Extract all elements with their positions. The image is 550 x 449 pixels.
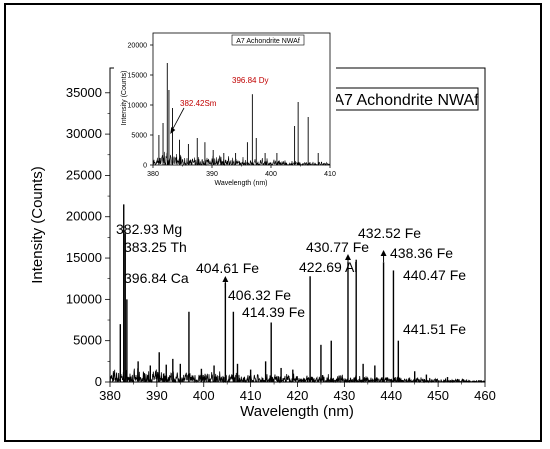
inset-y-tick-label: 0 (143, 163, 147, 170)
inset-arrow (171, 107, 185, 131)
inset-x-ticks: 380 390 400 410 (147, 165, 336, 178)
inset-x-tick-label: 390 (206, 171, 218, 178)
legend-title-box: A7 Achondrite NWAf (333, 87, 479, 111)
main-peaks (119, 204, 449, 382)
inset-y-ticks: 0 5000 10000 15000 20000 (128, 43, 153, 170)
peak-label: 404.61 Fe (196, 260, 259, 276)
inset-x-tick-label: 380 (147, 171, 159, 178)
peak-label: 441.51 Fe (403, 321, 466, 337)
main-x-tick-label: 450 (427, 388, 449, 403)
inset-y-tick-label: 5000 (131, 133, 147, 140)
main-y-tick-label: 0 (95, 374, 102, 389)
peak-label: 383.25 Th (124, 239, 187, 255)
main-x-tick-label: 420 (287, 388, 309, 403)
peak-label: 382.93 Mg (116, 221, 182, 237)
inset-y-tick-label: 15000 (128, 73, 148, 80)
inset-y-tick-label: 10000 (128, 103, 148, 110)
inset-x-axis-title: Wavelength (nm) (214, 180, 267, 187)
main-y-tick-label: 35000 (66, 85, 102, 100)
inset-peaks (158, 63, 319, 165)
inset-title: A7 Achondrite NWAf (236, 38, 300, 45)
y-axis-title: Intensity (Counts) (29, 166, 46, 284)
peak-label: 430.77 Fe (306, 239, 369, 255)
arrow-head (380, 250, 387, 256)
peak-arrows (222, 250, 387, 288)
peak-label: 440.47 Fe (403, 267, 466, 283)
main-x-tick-label: 390 (146, 388, 168, 403)
main-y-tick-label: 25000 (66, 167, 102, 182)
arrow-head (344, 254, 351, 260)
main-x-tick-label: 460 (474, 388, 496, 403)
inset-x-tick-label: 400 (265, 171, 277, 178)
main-y-tick-label: 15000 (66, 250, 102, 265)
inset-annotations: 382.42Sm 396.84 Dy (170, 76, 268, 134)
main-y-tick-label: 30000 (66, 126, 102, 141)
main-y-tick-label: 10000 (66, 291, 102, 306)
main-y-tick-label: 20000 (66, 209, 102, 224)
peak-label: 422.69 Al (299, 259, 357, 275)
peak-label: 438.36 Fe (390, 245, 453, 261)
main-x-tick-label: 410 (240, 388, 262, 403)
inset-title-box: A7 Achondrite NWAf (231, 34, 305, 46)
main-x-tick-label: 430 (334, 388, 356, 403)
main-x-tick-label: 440 (380, 388, 402, 403)
inset-annotation: 396.84 Dy (232, 76, 268, 85)
inset-annotation: 382.42Sm (180, 99, 217, 108)
x-axis-title: Wavelength (nm) (240, 403, 354, 420)
peak-label: 406.32 Fe (228, 287, 291, 303)
inset-y-axis-title: Intensity (Counts) (121, 71, 128, 126)
inset-plot: 380 390 400 410 0 5000 10000 15000 20000 382.42… (114, 22, 336, 194)
inset-arrow-head (170, 127, 176, 134)
inset-x-tick-label: 410 (324, 171, 336, 178)
main-y-tick-label: 5000 (73, 333, 102, 348)
main-y-ticks: 0 5000 10000 15000 20000 25000 30000 35000 (66, 85, 110, 389)
peak-labels: 382.93 Mg 383.25 Th 396.84 Ca 404.61 Fe 406.… (116, 221, 466, 337)
legend-title: A7 Achondrite NWAf (333, 92, 479, 109)
main-x-ticks: 380 390 400 410 420 430 440 450 460 (99, 382, 496, 403)
main-x-tick-label: 380 (99, 388, 121, 403)
inset-spectrum-line (152, 151, 331, 167)
arrow-head (222, 276, 229, 282)
peak-label: 414.39 Fe (242, 304, 305, 320)
main-x-tick-label: 400 (193, 388, 215, 403)
inset-y-tick-label: 20000 (128, 43, 148, 50)
peak-label: 432.52 Fe (358, 225, 421, 241)
peak-label: 396.84 Ca (124, 270, 189, 286)
